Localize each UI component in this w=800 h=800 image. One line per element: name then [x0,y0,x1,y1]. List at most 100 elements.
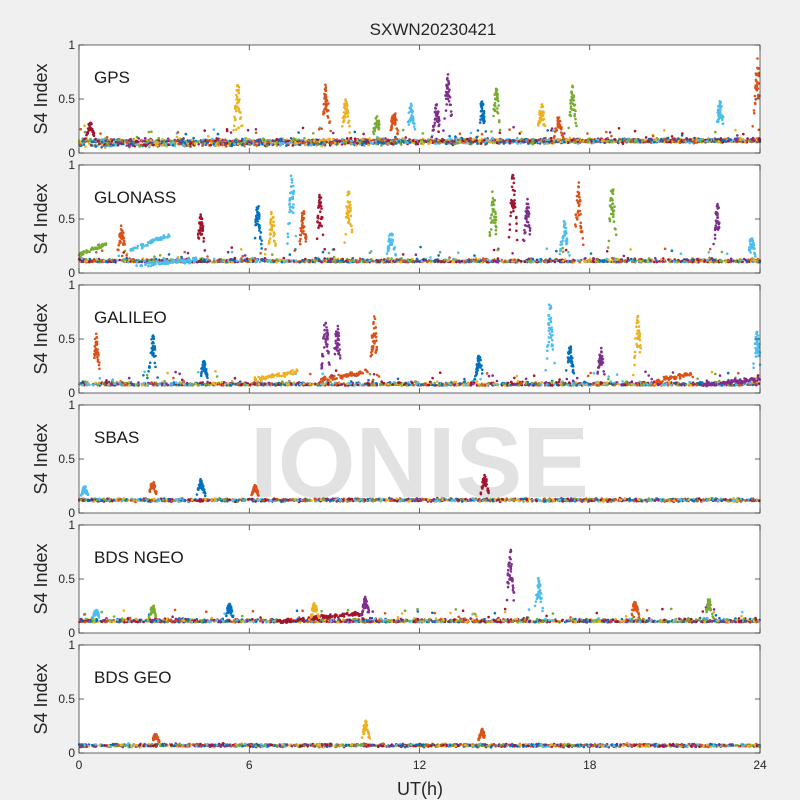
data-point [213,260,216,264]
data-point [438,250,442,254]
data-point [684,140,688,143]
data-point [618,140,622,143]
data-point [153,255,156,258]
data-point [301,126,305,130]
data-point [586,138,590,142]
data-point [160,259,164,262]
data-point [117,139,121,142]
data-point [668,260,672,264]
data-point [95,251,98,254]
data-point [579,259,582,262]
data-point [375,136,379,139]
data-point [120,230,124,233]
data-point [539,115,543,119]
data-point [82,250,86,253]
data-point [231,258,234,262]
data-point [531,260,535,263]
data-point [130,140,133,143]
data-point [480,132,484,136]
data-point [455,260,458,264]
data-point [720,105,723,108]
data-point [338,139,342,143]
data-point [457,251,460,254]
data-point [573,108,576,112]
data-point [478,121,482,124]
data-point [312,139,316,143]
data-point [419,245,422,249]
data-point [263,252,267,256]
data-point [240,124,244,127]
data-point [477,260,481,263]
data-point [354,140,357,143]
data-point [134,143,138,146]
data-point [225,128,229,131]
data-point [378,260,382,264]
data-point [116,142,120,145]
data-point [212,128,216,131]
data-point [188,139,191,143]
data-point [448,134,451,138]
data-point [626,256,630,260]
data-point [605,250,609,253]
data-point [375,121,379,125]
data-point [125,254,128,257]
data-point [348,131,352,134]
data-point [458,140,462,143]
data-point [145,138,149,142]
data-point [482,110,486,113]
data-point [121,258,125,262]
data-point [282,138,285,142]
data-point [114,144,118,147]
data-point [144,144,147,147]
data-point [630,139,634,143]
data-point [170,139,173,143]
data-point [444,90,448,94]
data-point [529,260,532,264]
data-point [125,256,129,260]
data-point [542,117,546,121]
data-point [205,140,209,144]
data-point [390,142,394,145]
data-point [233,118,237,122]
data-point [756,81,759,84]
data-point [110,140,114,143]
data-point [455,140,459,143]
data-point [294,259,298,262]
data-point [307,141,310,145]
data-point [754,102,757,106]
data-point [365,258,369,262]
data-point [273,141,277,145]
data-point [150,130,153,133]
data-point [91,129,94,133]
data-point [541,138,545,142]
data-point [332,248,336,251]
data-point [511,139,514,143]
data-point [157,136,160,140]
data-point [653,140,656,144]
data-point [361,258,364,261]
data-point [278,259,282,262]
data-point [322,139,325,142]
data-point [161,137,164,141]
data-point [539,119,542,122]
data-point [721,122,725,125]
data-point [348,124,351,128]
data-point [446,73,450,76]
data-point [356,142,359,145]
data-point [708,260,712,264]
data-point [661,260,664,263]
data-point [758,94,761,98]
data-point [502,139,505,143]
data-point [451,139,454,143]
data-point [670,260,674,263]
data-point [140,243,144,246]
data-point [312,143,316,146]
data-point [342,260,346,264]
data-point [181,258,185,262]
data-point [396,258,400,262]
data-point [437,130,440,133]
data-point [368,259,371,262]
data-point [380,144,383,147]
data-point [586,140,589,144]
data-point [413,127,417,131]
